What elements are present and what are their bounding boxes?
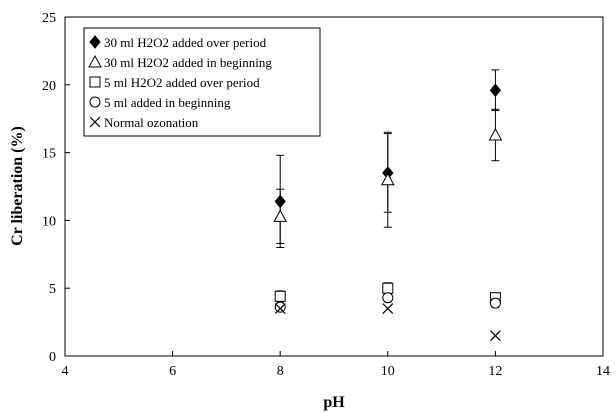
x-tick-label: 14 bbox=[596, 364, 610, 379]
circle-marker bbox=[274, 301, 286, 313]
square-marker bbox=[274, 290, 286, 302]
legend: 30 ml H2O2 added over period 30 ml H2O2 a… bbox=[83, 27, 321, 137]
triangle-marker bbox=[88, 54, 102, 68]
x-tick-label: 12 bbox=[488, 364, 502, 379]
x-tick-label: 10 bbox=[381, 364, 395, 379]
y-tick-label: 25 bbox=[42, 11, 56, 26]
x-marker-stroke bbox=[382, 303, 394, 314]
x-tick-label: 8 bbox=[277, 364, 284, 379]
series-4 bbox=[274, 303, 501, 342]
plot-frame bbox=[64, 16, 604, 357]
legend-box bbox=[83, 27, 321, 137]
square-marker bbox=[382, 282, 394, 294]
plot-area-border bbox=[64, 16, 604, 357]
x-marker-stroke bbox=[274, 303, 286, 314]
legend-label: 5 ml added in beginning bbox=[104, 95, 231, 110]
y-tick-label: 5 bbox=[49, 282, 56, 297]
series-1 bbox=[273, 108, 503, 244]
circle-marker bbox=[382, 292, 394, 304]
y-tick-label: 0 bbox=[49, 350, 56, 365]
y-tick-label: 10 bbox=[42, 214, 56, 229]
legend-label: 5 ml H2O2 added over period bbox=[104, 75, 260, 90]
x-axis-title: pH bbox=[323, 394, 345, 411]
x-tick-label: 6 bbox=[169, 364, 176, 379]
legend-label: 30 ml H2O2 added in beginning bbox=[104, 55, 272, 70]
chart-marks bbox=[273, 69, 503, 342]
circle-marker bbox=[489, 297, 501, 309]
series-3 bbox=[274, 292, 501, 313]
x-marker-stroke bbox=[489, 330, 501, 342]
x-tick-label: 4 bbox=[62, 364, 69, 379]
circle-marker bbox=[89, 96, 101, 108]
x-marker bbox=[89, 116, 101, 128]
y-tick-label: 20 bbox=[42, 79, 56, 94]
y-tick-label: 15 bbox=[42, 147, 56, 162]
legend-label: Normal ozonation bbox=[104, 115, 199, 130]
legend-label: 30 ml H2O2 added over period bbox=[104, 35, 267, 50]
x-marker bbox=[274, 303, 286, 314]
square-marker bbox=[89, 76, 101, 88]
diamond-marker bbox=[489, 83, 502, 98]
axes: 4 6 8 10 12 14 0 5 10 15 20 25 bbox=[42, 11, 610, 379]
x-marker bbox=[489, 330, 501, 342]
triangle-marker bbox=[380, 172, 395, 186]
triangle-marker bbox=[273, 209, 288, 222]
diamond-marker bbox=[89, 35, 101, 49]
x-marker bbox=[382, 303, 394, 314]
y-axis-title: Cr liberation (%) bbox=[9, 126, 26, 246]
triangle-marker bbox=[488, 127, 503, 141]
x-marker-stroke bbox=[89, 116, 101, 128]
